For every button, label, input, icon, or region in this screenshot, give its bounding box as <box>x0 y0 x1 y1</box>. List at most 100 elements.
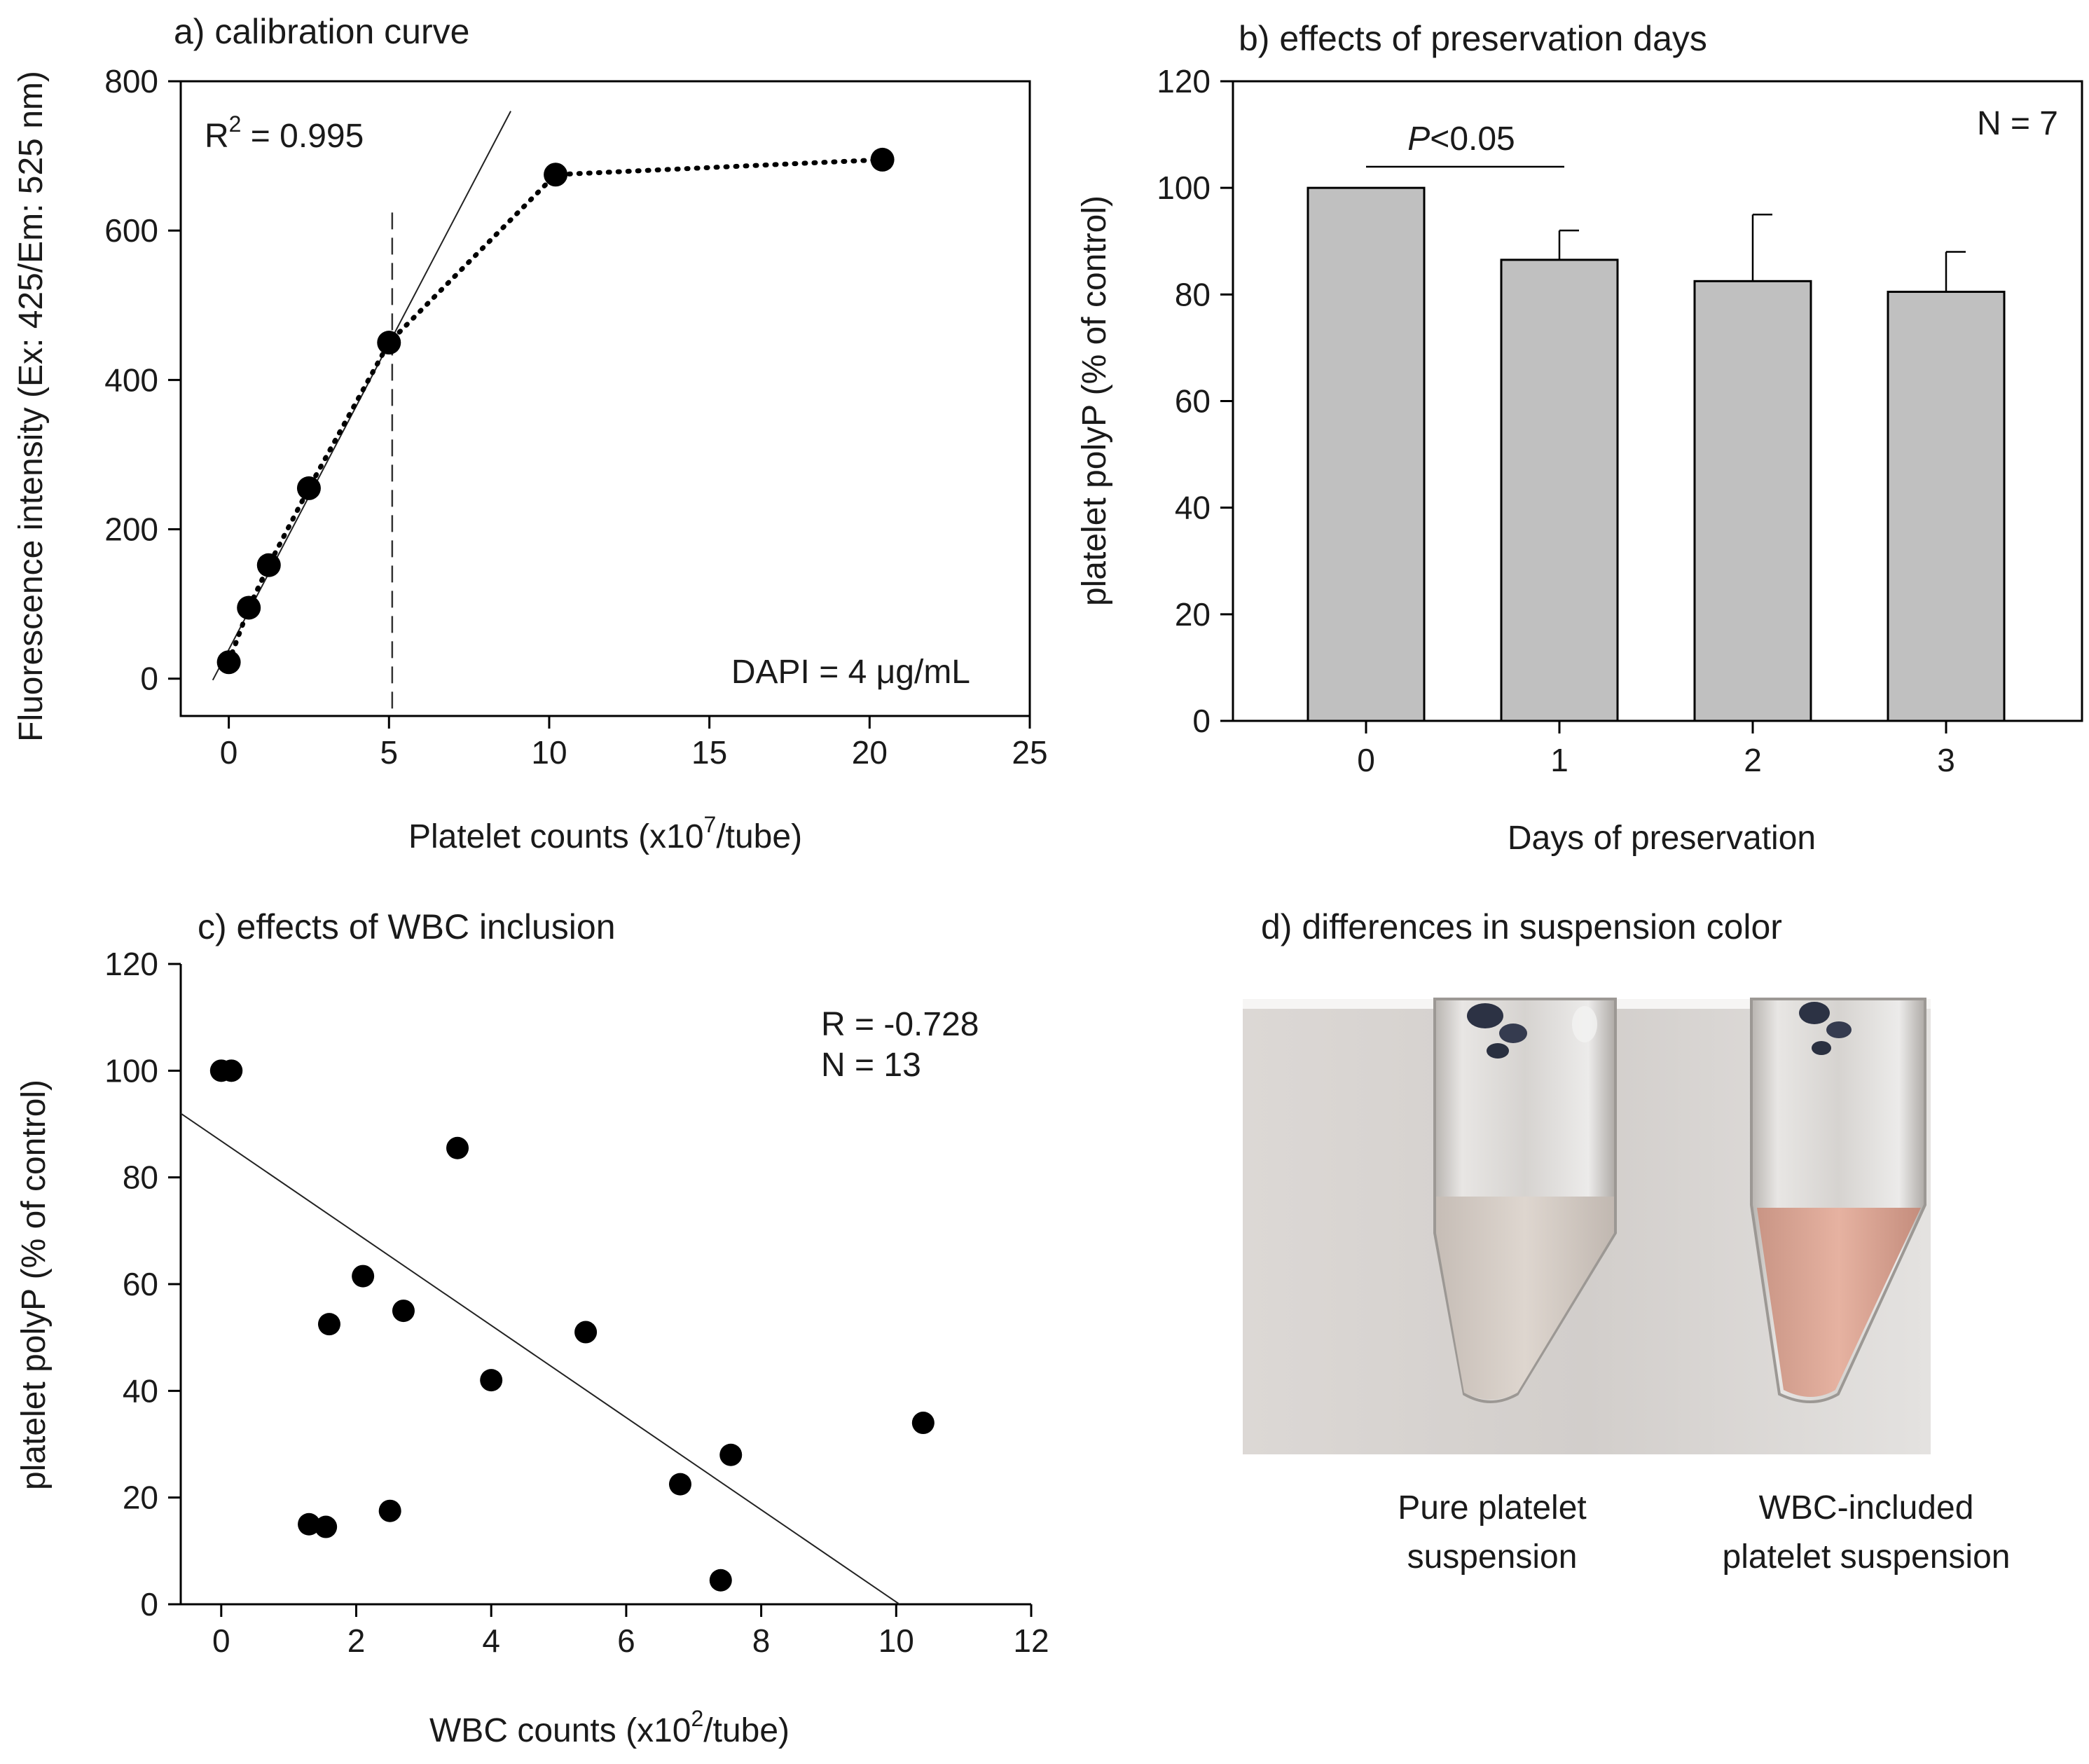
bar <box>1307 186 1426 722</box>
xlabel-c-pre: WBC counts (x10 <box>429 1712 691 1749</box>
p-italic: P <box>1407 120 1430 158</box>
y-tick-label: 20 <box>123 1480 158 1516</box>
tube-right-cap-fragment <box>1826 1021 1852 1038</box>
significance-label: P<0.05 <box>1407 120 1515 158</box>
xlabel-c-post: /tube) <box>703 1712 790 1749</box>
r2-superscript: 2 <box>229 111 242 137</box>
x-tick-label: 5 <box>380 734 398 771</box>
panel-b-preservation-days: b) effects of preservation days 02040608… <box>1076 19 2083 857</box>
data-point <box>870 147 895 172</box>
y-tick-label: 80 <box>1175 276 1211 312</box>
data-point <box>315 1515 338 1538</box>
data-point <box>237 595 261 620</box>
xlabel-a-post: /tube) <box>716 818 802 855</box>
panel-a-calibration-curve: a) calibration curve 0 5 10 15 20 25 0 200 400 60… <box>13 12 1048 855</box>
xlabel-a-pre: Platelet counts (x10 <box>408 818 704 855</box>
y-tick-label: 100 <box>104 1052 158 1089</box>
x-tick-label: 0 <box>212 1622 230 1659</box>
data-point <box>220 1059 243 1082</box>
panel-c-wbc-inclusion: c) effects of WBC inclusion 0 2 4 6 8 10 12020… <box>15 907 1049 1749</box>
regression-line <box>212 111 511 681</box>
panel-a-title: a) calibration curve <box>174 12 469 51</box>
data-point <box>911 1412 935 1435</box>
r2-r: R <box>205 118 229 155</box>
tube-right-liquid <box>1757 1208 1921 1397</box>
y-tick-label: 600 <box>104 212 158 249</box>
panel-b-n-label: N = 7 <box>1977 105 2058 142</box>
panel-c-points <box>209 1059 935 1592</box>
panel-d-title: d) differences in suspension color <box>1261 907 1782 946</box>
panel-a-x-axis-label: Platelet counts (x107/tube) <box>408 812 802 855</box>
y-tick-label: 0 <box>140 661 158 697</box>
data-point <box>446 1136 469 1159</box>
tube-left-cap-fragment <box>1499 1024 1527 1043</box>
r2-value: = 0.995 <box>241 118 364 155</box>
panel-b-title: b) effects of preservation days <box>1239 19 1707 58</box>
y-tick-label: 40 <box>1175 490 1211 526</box>
x-tick-label: 1 <box>1550 742 1569 778</box>
data-point <box>296 476 321 500</box>
y-tick-label: 120 <box>104 946 158 982</box>
panel-c-y-axis-label: platelet polyP (% of control) <box>15 1080 53 1490</box>
panel-c-title: c) effects of WBC inclusion <box>198 907 616 946</box>
tube-left-cap-fragment <box>1487 1043 1509 1059</box>
bar <box>1693 280 1812 722</box>
x-tick-label: 3 <box>1937 742 1955 778</box>
panel-b-bars <box>1307 186 2006 722</box>
panel-b-x-axis-label: Days of preservation <box>1508 820 1816 857</box>
y-tick-label: 100 <box>1157 170 1211 206</box>
data-point <box>480 1369 503 1392</box>
x-tick-label: 12 <box>1013 1622 1049 1659</box>
photo-label-left-line1: Pure platelet <box>1398 1489 1587 1527</box>
bar <box>1500 259 1619 722</box>
data-point <box>352 1265 375 1288</box>
bar <box>1887 291 2006 722</box>
panel-a-r2-label: R2 = 0.995 <box>205 111 364 155</box>
data-point <box>719 1443 743 1466</box>
tube-left-liquid <box>1436 1197 1614 1400</box>
x-tick-label: 8 <box>752 1622 771 1659</box>
panel-b-ticks: 0 20 40 60 80 100 120 0 1 2 3 <box>1157 63 1955 778</box>
y-tick-label: 60 <box>123 1266 158 1302</box>
x-tick-label: 2 <box>1744 742 1762 778</box>
x-tick-label: 10 <box>531 734 567 771</box>
data-point <box>378 1499 401 1522</box>
y-tick-label: 800 <box>104 63 158 99</box>
panel-c-x-axis-label: WBC counts (x102/tube) <box>429 1706 790 1749</box>
tube-wbc-included <box>1750 998 1926 1403</box>
y-tick-label: 120 <box>1157 63 1211 99</box>
photo-label-right-line1: WBC-included <box>1759 1489 1974 1527</box>
data-point <box>544 163 568 187</box>
tube-right-cap-fragment <box>1799 1002 1830 1024</box>
panel-d-suspension-photo: d) differences in suspension color <box>1243 907 2010 1576</box>
y-tick-label: 400 <box>104 361 158 398</box>
data-point <box>256 553 281 577</box>
xlabel-a-sup: 7 <box>704 812 717 837</box>
photo-label-right-line2: platelet suspension <box>1723 1538 2011 1576</box>
data-point <box>377 331 401 355</box>
x-tick-label: 25 <box>1012 734 1047 771</box>
data-point <box>709 1569 732 1592</box>
panel-b-y-axis-label: platelet polyP (% of control) <box>1076 195 1113 606</box>
panel-a-plot-frame <box>179 80 1031 717</box>
tube-right-cap-fragment <box>1812 1041 1831 1055</box>
y-tick-label: 200 <box>104 511 158 548</box>
panel-a-points <box>216 147 895 675</box>
x-tick-label: 6 <box>617 1622 635 1659</box>
panel-a-lines <box>212 111 885 709</box>
panel-a-dapi-label: DAPI = 4 μg/mL <box>731 654 970 691</box>
dotted-series-line <box>226 157 885 665</box>
y-tick-label: 0 <box>1192 703 1211 739</box>
data-point <box>668 1473 691 1496</box>
x-tick-label: 4 <box>482 1622 500 1659</box>
photo-label-left-line2: suspension <box>1407 1538 1578 1576</box>
data-point <box>317 1313 340 1336</box>
tube-left-cap-fragment <box>1467 1003 1503 1028</box>
panel-c-n-label: N = 13 <box>821 1047 921 1084</box>
data-point <box>298 1513 321 1536</box>
tube-left-bubble <box>1572 1006 1597 1042</box>
x-tick-label: 15 <box>691 734 727 771</box>
x-tick-label: 0 <box>220 734 238 771</box>
